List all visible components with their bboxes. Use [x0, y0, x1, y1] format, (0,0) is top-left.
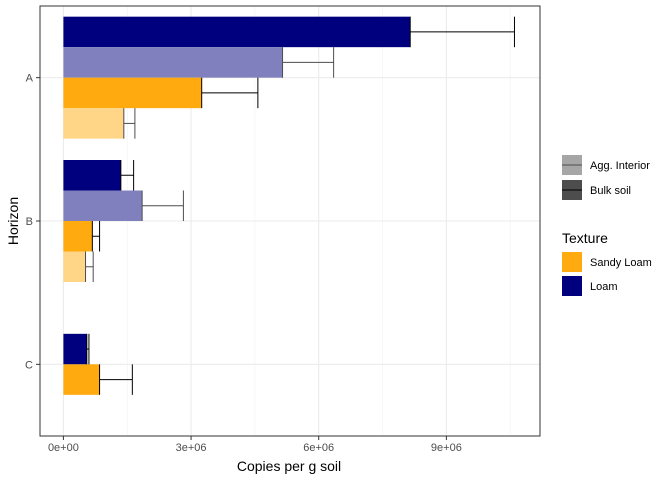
error-bars: [85, 16, 515, 395]
bar-A-sandy-loam-bulk-soil: [63, 77, 202, 109]
bar-B-loam-bulk-soil: [63, 160, 121, 191]
bars: [63, 16, 411, 395]
bar-C-loam-bulk-soil: [63, 333, 87, 365]
y-tick-label: C: [25, 359, 33, 371]
error-bar-B: [141, 190, 184, 221]
legend-texture: Texture Sandy Loam Loam: [562, 230, 652, 296]
bar-A-sandy-loam-agg-interior: [63, 108, 124, 139]
error-bar-A: [409, 16, 515, 48]
legend-swatch-sandy-loam: [562, 252, 582, 272]
axes: 0e+00 3e+06 6e+06 9e+06 A B C: [25, 73, 462, 454]
bar-A-loam-agg-interior: [63, 47, 283, 78]
bar-B-loam-agg-interior: [63, 190, 143, 221]
legend-title-texture: Texture: [562, 230, 608, 246]
legend-label-loam: Loam: [590, 281, 618, 293]
y-tick-label: B: [26, 216, 33, 228]
x-tick-label: 3e+06: [176, 442, 207, 454]
legend-fraction: Agg. Interior Bulk soil: [562, 155, 650, 200]
error-bar-A: [201, 77, 259, 109]
error-bar-C: [99, 364, 133, 395]
x-tick-label: 0e+00: [48, 442, 79, 454]
y-axis-title: Horizon: [5, 197, 21, 245]
error-bar-B: [85, 251, 94, 282]
x-axis-title: Copies per g soil: [237, 458, 341, 474]
bar-B-sandy-loam-bulk-soil: [63, 221, 93, 252]
legend-label-interior: Agg. Interior: [590, 160, 650, 172]
error-bar-B: [120, 160, 135, 191]
legend-label-sandy-loam: Sandy Loam: [590, 257, 652, 269]
error-bar-C: [86, 333, 90, 365]
bar-A-loam-bulk-soil: [63, 16, 411, 48]
error-bar-A: [123, 108, 136, 139]
error-bar-A: [282, 47, 335, 78]
y-tick-label: A: [26, 73, 34, 85]
legend-label-bulk: Bulk soil: [590, 185, 631, 197]
bar-C-sandy-loam-bulk-soil: [63, 364, 100, 395]
bar-B-sandy-loam-agg-interior: [63, 251, 86, 282]
x-tick-label: 9e+06: [431, 442, 462, 454]
x-tick-label: 6e+06: [303, 442, 334, 454]
legend-swatch-loam: [562, 276, 582, 296]
error-bar-B: [91, 221, 101, 252]
